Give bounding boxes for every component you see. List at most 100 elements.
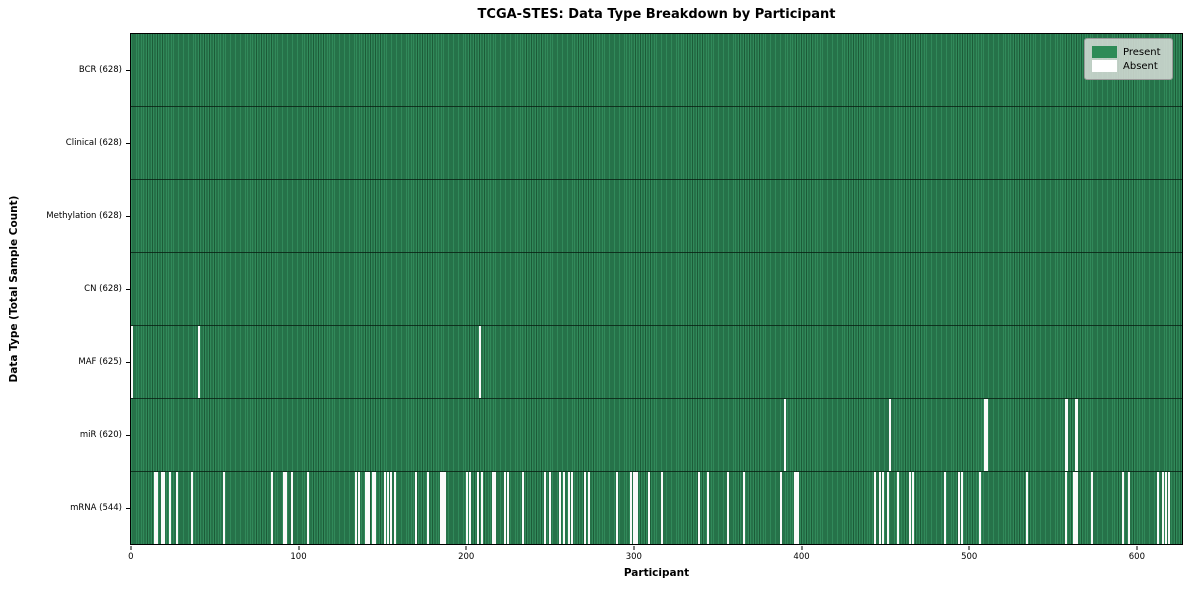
x-tick-label: 600 (1128, 552, 1145, 562)
absent-mark (647, 472, 650, 544)
legend-swatch-absent (1092, 60, 1117, 72)
absent-mark (549, 472, 552, 544)
absent-mark (169, 472, 172, 544)
plot-area (130, 33, 1183, 545)
y-tick-label: BCR (628) (78, 64, 122, 75)
absent-mark (979, 472, 982, 544)
absent-mark (465, 472, 468, 544)
absent-mark (882, 472, 885, 544)
absent-mark (427, 472, 430, 544)
absent-mark (1064, 399, 1067, 471)
absent-mark (154, 472, 157, 544)
chart-title: TCGA-STES: Data Type Breakdown by Partic… (477, 7, 836, 22)
absent-mark (284, 472, 287, 544)
legend-label: Absent (1123, 60, 1158, 72)
x-tick-label: 400 (793, 552, 810, 562)
absent-mark (634, 472, 637, 544)
absent-mark (1128, 472, 1131, 544)
absent-mark (873, 472, 876, 544)
absent-mark (355, 472, 358, 544)
absent-mark (793, 472, 796, 544)
legend-label: Present (1123, 46, 1161, 58)
absent-mark (1076, 399, 1079, 471)
absent-mark (544, 472, 547, 544)
legend-swatch-present (1092, 46, 1117, 58)
absent-mark (477, 472, 480, 544)
absent-mark (632, 472, 635, 544)
y-tick-mark (126, 69, 130, 71)
absent-mark (795, 472, 798, 544)
x-tick-label: 200 (458, 552, 475, 562)
x-tick-mark (298, 546, 299, 550)
absent-mark (366, 472, 369, 544)
absent-mark (197, 326, 200, 398)
absent-mark (567, 472, 570, 544)
absent-mark (390, 472, 393, 544)
absent-mark (291, 472, 294, 544)
absent-mark (160, 472, 163, 544)
absent-mark (986, 399, 989, 471)
absent-mark (386, 472, 389, 544)
absent-mark (1064, 472, 1067, 544)
y-tick-label: Clinical (628) (65, 137, 122, 148)
heatmap-row-clinical (131, 106, 1182, 179)
y-tick-mark (126, 508, 130, 510)
heatmap-row-methylation (131, 179, 1182, 252)
absent-mark (1091, 472, 1094, 544)
absent-mark (1165, 472, 1168, 544)
absent-mark (726, 472, 729, 544)
x-tick-mark (801, 546, 803, 550)
absent-mark (415, 472, 418, 544)
absent-mark (504, 472, 507, 544)
absent-mark (480, 472, 483, 544)
absent-mark (468, 472, 471, 544)
absent-mark (636, 472, 639, 544)
absent-mark (698, 472, 701, 544)
absent-mark (176, 472, 179, 544)
absent-mark (743, 472, 746, 544)
y-tick-label: MAF (625) (78, 357, 122, 368)
absent-mark (960, 472, 963, 544)
absent-mark (306, 472, 309, 544)
absent-mark (365, 472, 368, 544)
absent-mark (1168, 472, 1171, 544)
absent-mark (783, 399, 786, 471)
absent-mark (570, 472, 573, 544)
absent-mark (443, 472, 446, 544)
absent-mark (796, 472, 799, 544)
x-axis-label: Participant (623, 567, 690, 579)
absent-mark (162, 472, 165, 544)
absent-mark (1074, 399, 1077, 471)
y-tick-label: miR (620) (79, 430, 122, 441)
heatmap-row-cn (131, 252, 1182, 325)
x-tick-mark (633, 546, 635, 550)
legend-item-absent: Absent (1092, 60, 1164, 72)
absent-mark (368, 472, 371, 544)
absent-mark (1121, 472, 1124, 544)
absent-mark (393, 472, 396, 544)
heatmap-row-maf (130, 325, 1182, 398)
absent-mark (587, 472, 590, 544)
x-tick-mark (465, 546, 467, 550)
absent-mark (1074, 472, 1077, 544)
x-tick-label: 0 (128, 552, 134, 562)
y-tick-mark (126, 362, 130, 364)
absent-mark (780, 472, 783, 544)
absent-mark (584, 472, 587, 544)
absent-mark (1026, 472, 1029, 544)
absent-mark (283, 472, 286, 544)
y-tick-labels: BCR (628) Clinical (628) Methylation (628)… (0, 33, 122, 545)
absent-mark (629, 472, 632, 544)
absent-mark (706, 472, 709, 544)
absent-mark (222, 472, 225, 544)
absent-mark (562, 472, 565, 544)
y-tick-mark (126, 289, 130, 290)
absent-mark (984, 399, 987, 471)
y-tick-label: Methylation (628) (46, 210, 122, 221)
x-tick-label: 100 (290, 552, 307, 562)
absent-mark (383, 472, 386, 544)
absent-mark (442, 472, 445, 544)
absent-mark (616, 472, 619, 544)
absent-mark (494, 472, 496, 544)
